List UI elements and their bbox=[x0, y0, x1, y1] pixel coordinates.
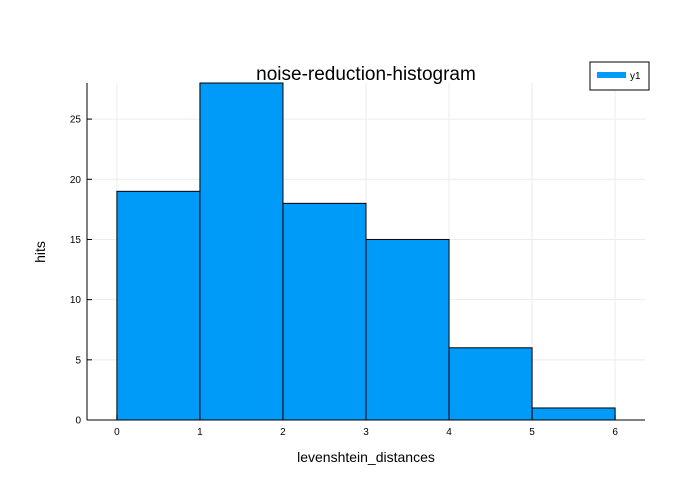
legend: y1 bbox=[589, 61, 650, 91]
y-axis-label: hits bbox=[32, 241, 48, 263]
tick-labels: 0 1 2 3 4 5 6 0 5 10 15 20 25 bbox=[70, 115, 618, 438]
x-tick-label: 3 bbox=[363, 427, 369, 438]
y-tick-label: 10 bbox=[70, 295, 82, 306]
histogram-bar bbox=[199, 82, 284, 421]
x-axis-label: levenshtein_distances bbox=[297, 449, 435, 465]
x-tick-label: 0 bbox=[114, 427, 120, 438]
histogram-bar bbox=[531, 407, 616, 421]
bars bbox=[116, 82, 616, 421]
y-tick-label: 5 bbox=[75, 355, 81, 366]
x-tick-label: 5 bbox=[529, 427, 535, 438]
x-tick-label: 6 bbox=[612, 427, 618, 438]
x-tick-label: 2 bbox=[280, 427, 286, 438]
x-tick-label: 1 bbox=[197, 427, 203, 438]
histogram-bar bbox=[365, 238, 450, 421]
legend-label: y1 bbox=[630, 71, 641, 82]
histogram-bar bbox=[116, 190, 201, 421]
y-tick-label: 25 bbox=[70, 115, 82, 126]
histogram-bar bbox=[448, 347, 533, 421]
x-tick-label: 4 bbox=[446, 427, 452, 438]
y-tick-label: 20 bbox=[70, 175, 82, 186]
histogram-bar bbox=[282, 202, 367, 421]
legend-swatch bbox=[597, 72, 626, 78]
y-tick-label: 15 bbox=[70, 235, 82, 246]
y-tick-label: 0 bbox=[75, 416, 81, 427]
chart-title: noise-reduction-histogram bbox=[256, 64, 476, 85]
